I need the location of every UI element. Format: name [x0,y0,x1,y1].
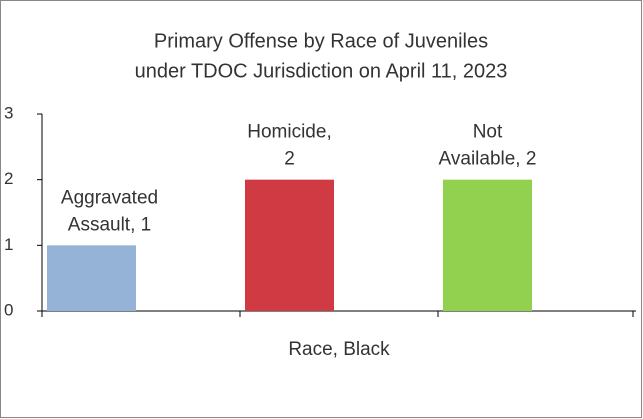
bar [443,179,532,311]
data-label: Aggravated Assault, 1 [61,187,158,235]
data-label: Not Available, 2 [439,122,537,170]
y-tick-label: 2 [4,169,13,188]
bar [47,245,136,311]
y-tick-label: 0 [4,300,13,319]
chart-title: Primary Offense by Race of Juveniles [154,30,488,52]
chart-title: under TDOC Jurisdiction on April 11, 202… [135,60,508,82]
data-label: Homicide, 2 [247,122,331,170]
y-tick-label: 3 [4,103,13,122]
bar [245,179,334,311]
y-tick-label: 1 [4,235,13,254]
x-tick-label: Race, Black [288,339,390,360]
